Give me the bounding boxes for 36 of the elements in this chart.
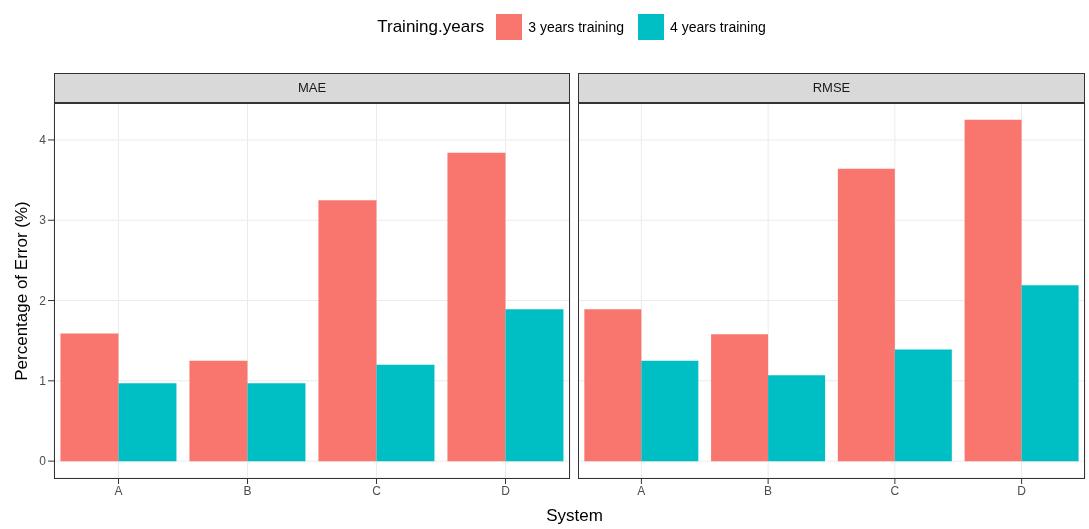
y-tick-label: 0 [39, 454, 47, 469]
legend-label: 3 years training [528, 19, 625, 35]
bar [711, 334, 769, 462]
x-tick-label: B [243, 483, 252, 498]
chart-title: RMSE [578, 73, 1085, 103]
x-tick-label: C [890, 483, 900, 498]
x-tick-label: C [372, 483, 382, 498]
y-axis-title: Percentage of Error (%) [12, 200, 32, 381]
bar [964, 119, 1022, 462]
bar [768, 375, 826, 462]
chart-title: MAE [54, 73, 570, 103]
bar [118, 383, 177, 462]
bar [584, 309, 642, 462]
legend-label: 4 years training [670, 19, 766, 35]
x-tick-label: A [637, 483, 646, 498]
y-tick-label: 2 [39, 293, 47, 308]
bar [247, 383, 306, 462]
bar [837, 168, 895, 462]
bar [376, 364, 435, 462]
bar [318, 200, 377, 462]
legend-title: Training.years [377, 17, 485, 37]
bar [1021, 285, 1079, 462]
x-tick-label: B [764, 483, 773, 498]
bar [60, 333, 119, 462]
y-tick-label: 1 [39, 374, 47, 389]
bar [189, 360, 248, 462]
bar [447, 152, 506, 462]
y-tick-label: 3 [39, 213, 47, 228]
x-tick-label: D [1017, 483, 1027, 498]
x-tick-label: A [114, 483, 123, 498]
y-tick-label: 4 [39, 133, 47, 148]
bar [641, 360, 699, 462]
x-axis-title: System [545, 506, 604, 526]
x-tick-label: D [501, 483, 511, 498]
bar [505, 309, 564, 462]
bar [894, 349, 952, 462]
